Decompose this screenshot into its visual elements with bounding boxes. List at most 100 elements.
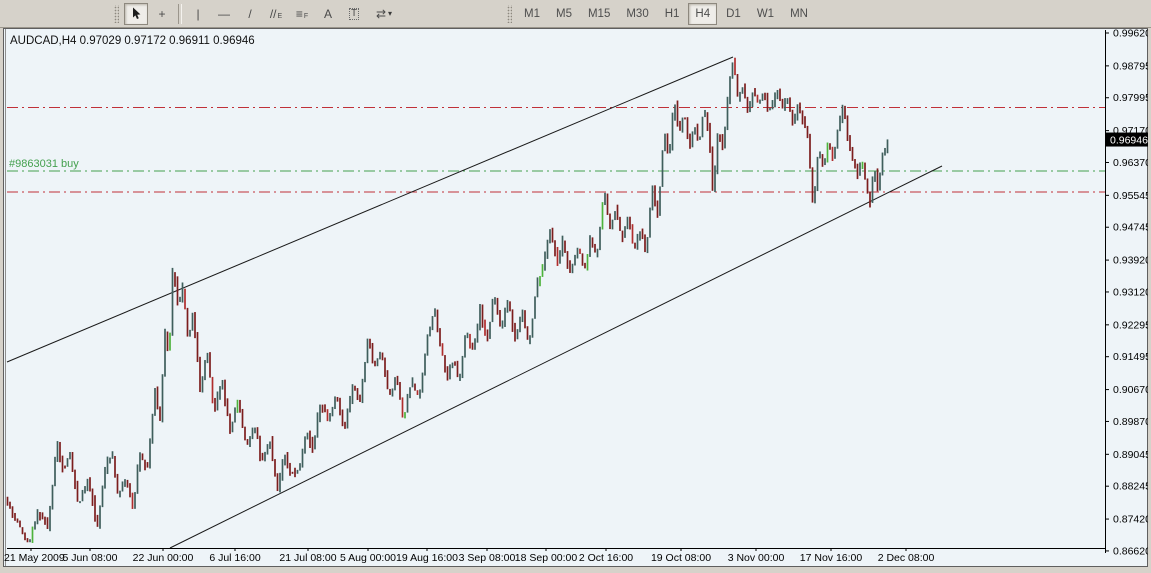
- price-bar: [529, 335, 531, 345]
- price-bar: [256, 427, 259, 440]
- toolbar-grip[interactable]: [114, 4, 119, 23]
- arrows-tool-icon: ⇄: [375, 6, 387, 21]
- price-bar: [246, 439, 249, 445]
- price-bar: [446, 366, 449, 381]
- time-axis-label: 2 Oct 16:00: [579, 552, 633, 564]
- price-bar: [156, 386, 159, 410]
- price-bar: [539, 276, 541, 287]
- price-bar: [236, 399, 239, 413]
- price-bar: [359, 394, 361, 402]
- price-bar: [274, 459, 276, 477]
- timeframe-m30[interactable]: M30: [619, 3, 655, 25]
- arrows-tool-button[interactable]: ⇄ ▾: [368, 3, 400, 25]
- price-bar: [719, 134, 721, 142]
- toolbar-grip[interactable]: [507, 4, 512, 23]
- price-bar: [59, 441, 61, 463]
- crosshair-tool-button[interactable]: +: [150, 3, 174, 25]
- price-bar: [354, 385, 356, 391]
- price-bar: [189, 329, 191, 337]
- text-label-tool-button[interactable]: T: [342, 3, 366, 25]
- price-bar: [646, 237, 649, 254]
- timeframe-h4[interactable]: H4: [688, 2, 718, 25]
- price-bar: [706, 112, 709, 132]
- price-axis-label: 0.97995: [1113, 92, 1148, 104]
- price-bar: [679, 120, 681, 131]
- price-bar: [754, 88, 756, 97]
- price-bar: [774, 92, 776, 108]
- price-bar: [154, 387, 156, 416]
- price-bar: [691, 131, 694, 148]
- price-bar: [414, 383, 416, 391]
- price-bar: [474, 338, 476, 350]
- price-bar: [289, 462, 291, 476]
- time-axis-label: 5 Jun 08:00: [63, 552, 118, 564]
- price-axis[interactable]: 0.996200.987950.979950.971700.963700.955…: [1105, 28, 1148, 557]
- price-bar: [594, 243, 596, 253]
- price-axis-label: 0.90670: [1113, 384, 1148, 396]
- price-bar: [116, 473, 119, 494]
- price-bar: [721, 134, 724, 151]
- equidistant-channel-tool-button[interactable]: //E: [264, 3, 288, 25]
- price-bar: [69, 451, 71, 460]
- price-bar: [834, 146, 836, 159]
- price-bar: [384, 357, 386, 377]
- text-tool-button[interactable]: A: [316, 3, 340, 25]
- price-bar: [24, 532, 26, 541]
- timeframe-mn[interactable]: MN: [783, 3, 815, 25]
- price-bar: [839, 115, 841, 132]
- price-bar: [326, 409, 329, 422]
- timeframe-w1[interactable]: W1: [750, 3, 781, 25]
- price-bar: [711, 146, 714, 191]
- text-tool-icon: A: [323, 6, 332, 21]
- time-axis-label: 2 Dec 08:00: [878, 552, 935, 564]
- price-bar: [886, 139, 889, 154]
- timeframe-h1[interactable]: H1: [658, 3, 687, 25]
- price-bar: [66, 458, 69, 467]
- price-bar: [306, 432, 309, 440]
- price-bar: [569, 260, 571, 273]
- vertical-line-tool-button[interactable]: |: [186, 3, 210, 25]
- price-bar: [781, 98, 784, 109]
- price-bar: [724, 126, 726, 149]
- price-bar: [849, 135, 851, 152]
- price-chart[interactable]: 0.996200.987950.979950.971700.963700.955…: [3, 28, 1148, 567]
- price-bar: [541, 264, 544, 277]
- timeframe-m1[interactable]: M1: [517, 3, 547, 25]
- timeframe-d1[interactable]: D1: [719, 3, 748, 25]
- price-bar: [356, 388, 359, 401]
- price-bar: [206, 352, 209, 364]
- price-bar: [201, 376, 204, 393]
- price-bar: [281, 459, 284, 481]
- trendline-tool-icon: /: [248, 6, 252, 21]
- price-bar: [444, 355, 446, 373]
- horizontal-line-tool-button[interactable]: —: [212, 3, 236, 25]
- price-bar: [859, 162, 861, 176]
- price-bar: [269, 441, 271, 449]
- price-bar: [654, 185, 656, 207]
- price-bar: [596, 248, 599, 258]
- price-bar: [636, 233, 639, 250]
- price-bar: [851, 146, 854, 161]
- time-axis-label: 21 Jul 08:00: [279, 552, 336, 564]
- timeframe-m15[interactable]: M15: [581, 3, 617, 25]
- timeframe-m5[interactable]: M5: [549, 3, 579, 25]
- channel-upper-trendline[interactable]: [6, 56, 734, 363]
- price-bar: [871, 176, 874, 203]
- price-bar: [524, 310, 526, 329]
- channel-lower-trendline[interactable]: [169, 165, 943, 549]
- price-bar: [674, 104, 676, 121]
- trendline-tool-button[interactable]: /: [238, 3, 262, 25]
- price-bar: [744, 83, 746, 99]
- price-bar: [34, 521, 36, 530]
- price-axis-label: 0.92295: [1113, 319, 1148, 331]
- price-bar: [574, 254, 576, 266]
- price-axis-label: 0.96370: [1113, 157, 1148, 169]
- fibonacci-tool-button[interactable]: ≡ F: [290, 3, 314, 25]
- price-bar: [821, 154, 824, 167]
- price-bar: [734, 57, 736, 76]
- price-bar: [779, 88, 781, 102]
- price-bar: [109, 457, 111, 464]
- cursor-tool-button[interactable]: [124, 2, 148, 25]
